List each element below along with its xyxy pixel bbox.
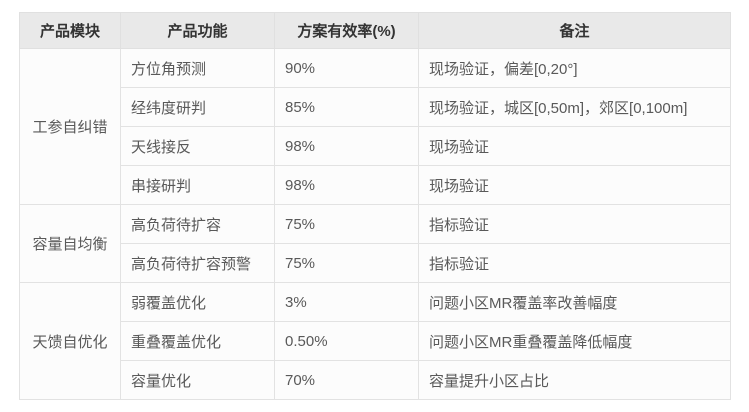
function-cell: 高负荷待扩容预警 <box>120 243 275 283</box>
efficiency-cell: 75% <box>274 243 419 283</box>
header-row: 产品模块 产品功能 方案有效率(%) 备注 <box>19 12 731 49</box>
header-product-function: 产品功能 <box>120 12 275 49</box>
efficiency-cell: 85% <box>274 87 419 127</box>
header-product-module: 产品模块 <box>19 12 121 49</box>
table-row: 高负荷待扩容预警 75% 指标验证 <box>20 243 731 283</box>
efficiency-cell: 70% <box>274 360 419 400</box>
function-cell: 高负荷待扩容 <box>120 204 275 244</box>
efficiency-cell: 98% <box>274 165 419 205</box>
remark-cell: 现场验证，偏差[0,20°] <box>418 48 731 88</box>
product-feature-table: 产品模块 产品功能 方案有效率(%) 备注 工参自纠错 方位角预测 90% 现场… <box>19 12 731 400</box>
module-cell: 工参自纠错 <box>19 48 121 205</box>
module-cell: 天馈自优化 <box>19 282 121 400</box>
header-efficiency: 方案有效率(%) <box>274 12 419 49</box>
remark-cell: 现场验证，城区[0,50m]，郊区[0,100m] <box>418 87 731 127</box>
function-cell: 重叠覆盖优化 <box>120 321 275 361</box>
remark-cell: 问题小区MR覆盖率改善幅度 <box>418 282 731 322</box>
remark-cell: 现场验证 <box>418 126 731 166</box>
header-remark: 备注 <box>418 12 731 49</box>
efficiency-cell: 90% <box>274 48 419 88</box>
table-row: 工参自纠错 方位角预测 90% 现场验证，偏差[0,20°] <box>19 48 731 205</box>
table-row: 串接研判 98% 现场验证 <box>20 165 731 205</box>
efficiency-cell: 75% <box>274 204 419 244</box>
function-cell: 天线接反 <box>120 126 275 166</box>
efficiency-cell: 0.50% <box>274 321 419 361</box>
table-row: 天馈自优化 弱覆盖优化 3% 问题小区MR覆盖率改善幅度 <box>19 282 731 400</box>
table-row: 天线接反 98% 现场验证 <box>20 126 731 166</box>
module-cell: 容量自均衡 <box>19 204 121 283</box>
efficiency-cell: 98% <box>274 126 419 166</box>
remark-cell: 问题小区MR重叠覆盖降低幅度 <box>418 321 731 361</box>
table-row: 重叠覆盖优化 0.50% 问题小区MR重叠覆盖降低幅度 <box>20 321 731 361</box>
table-row: 容量自均衡 高负荷待扩容 75% 指标验证 <box>19 204 731 283</box>
table-row: 容量优化 70% 容量提升小区占比 <box>20 360 731 400</box>
function-cell: 容量优化 <box>120 360 275 400</box>
remark-cell: 现场验证 <box>418 165 731 205</box>
remark-cell: 指标验证 <box>418 204 731 244</box>
remark-cell: 指标验证 <box>418 243 731 283</box>
function-cell: 串接研判 <box>120 165 275 205</box>
remark-cell: 容量提升小区占比 <box>418 360 731 400</box>
product-feature-table-container: 产品模块 产品功能 方案有效率(%) 备注 工参自纠错 方位角预测 90% 现场… <box>19 12 731 400</box>
function-cell: 经纬度研判 <box>120 87 275 127</box>
function-cell: 方位角预测 <box>120 48 275 88</box>
function-cell: 弱覆盖优化 <box>120 282 275 322</box>
efficiency-cell: 3% <box>274 282 419 322</box>
table-row: 经纬度研判 85% 现场验证，城区[0,50m]，郊区[0,100m] <box>20 87 731 127</box>
